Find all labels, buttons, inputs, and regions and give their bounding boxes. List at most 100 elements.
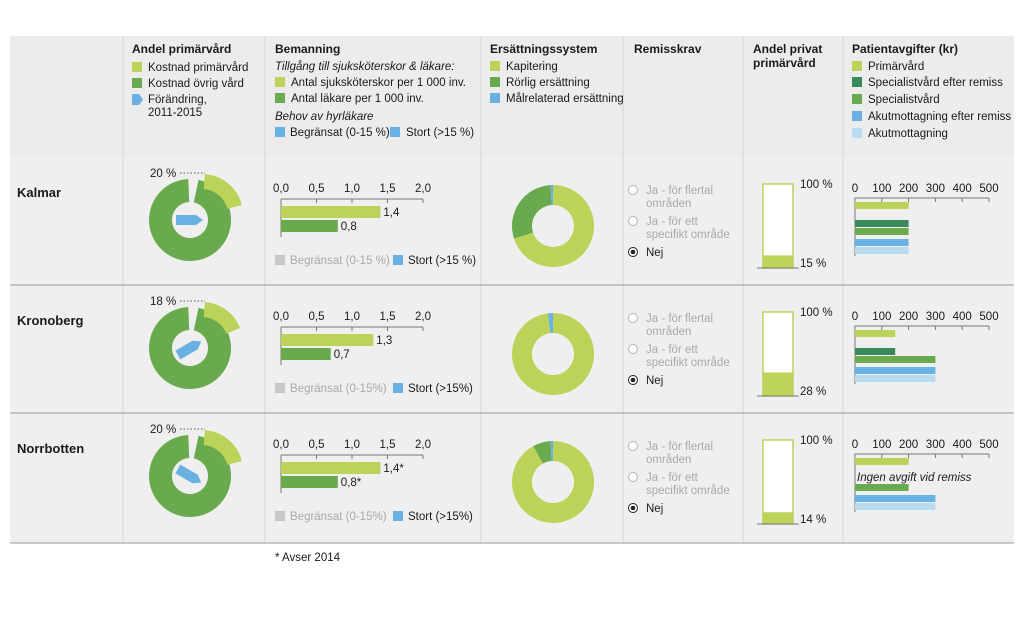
fee-bar-akut-remiss	[855, 495, 936, 502]
fee-tick-label: 300	[926, 439, 945, 451]
radio-label-ja-specifikt: specifikt område	[646, 357, 730, 369]
fee-bar-akut-remiss	[855, 239, 909, 246]
legend-swatch-hire-limited	[275, 127, 285, 137]
fee-tick-label: 100	[872, 183, 891, 195]
legend-swatch-kapitering	[490, 61, 500, 71]
reimb-kapitering-slice	[512, 441, 594, 523]
radio-label-ja-specifikt: Ja - för ett	[646, 216, 699, 228]
legend-nurses: Antal sjuksköterskor per 1 000 inv.	[291, 77, 466, 89]
bemanning-subtitle: Tillgång till sjuksköterskor & läkare:	[275, 61, 455, 73]
hire-large-label: Stort (>15 %)	[408, 255, 476, 267]
column-separators	[122, 36, 844, 543]
fee-bar-akut	[855, 503, 936, 510]
primary-share-label: 18 %	[150, 296, 176, 308]
legend-swatch-fee-primarvard	[852, 61, 862, 71]
change-arrow-icon	[175, 340, 202, 360]
staffing-tick-label: 0,0	[273, 183, 289, 195]
legend-swatch-hire-large	[390, 127, 400, 137]
private-share-fill	[763, 255, 793, 268]
fee-bar-primarvard	[855, 330, 896, 337]
fee-tick-label: 100	[872, 439, 891, 451]
fee-bar-primarvard	[855, 202, 909, 209]
legend-doctors: Antal läkare per 1 000 inv.	[291, 93, 424, 105]
primary-share-slice	[203, 302, 241, 334]
legend-hire-limited: Begränsat (0-15 %)	[290, 127, 390, 139]
reimb-kapitering-slice	[512, 313, 594, 396]
fee-bar-specialist-remiss	[855, 348, 896, 355]
fee-tick-label: 400	[953, 439, 972, 451]
staffing-tick-label: 1,5	[380, 183, 396, 195]
fee-bar-specialist	[855, 228, 909, 235]
radio-label-ja-flertal: Ja - för flertal	[646, 313, 713, 325]
legend-fee-specialist: Specialistvård	[868, 94, 940, 106]
row-background-norrbotten	[10, 413, 1014, 543]
legend-forandring-line2: 2011-2015	[148, 107, 202, 119]
private-share-top-label: 100 %	[800, 435, 833, 447]
legend-swatch-fee-specialist	[852, 94, 862, 104]
fee-tick-label: 500	[979, 183, 998, 195]
hire-large-swatch	[393, 511, 403, 521]
legend-swatch-fee-specialist-remiss	[852, 77, 862, 87]
bar-nurses-label: 1,3	[376, 335, 392, 347]
staffing-tick-label: 0,5	[309, 439, 325, 451]
change-arrow-icon	[175, 464, 202, 484]
radio-label-ja-flertal: områden	[646, 198, 691, 210]
private-share-top-label: 100 %	[800, 307, 833, 319]
radio-ja-specifikt	[628, 216, 638, 226]
radio-ja-flertal	[628, 441, 638, 451]
radio-ja-specifikt	[628, 472, 638, 482]
private-share-label: 14 %	[800, 514, 826, 526]
radio-label-ja-specifikt: specifikt område	[646, 229, 730, 241]
hire-large-label: Stort (>15%)	[408, 383, 473, 395]
legend-kostnad-ovrig: Kostnad övrig vård	[148, 78, 244, 90]
fee-tick-label: 400	[953, 311, 972, 323]
private-share-label: 15 %	[800, 258, 826, 270]
hire-large-swatch	[393, 383, 403, 393]
legend-malrelaterad: Målrelaterad ersättning	[506, 93, 624, 105]
fee-bar-specialist	[855, 356, 936, 363]
footnote: * Avser 2014	[275, 552, 341, 564]
fee-tick-label: 200	[899, 439, 918, 451]
region-rows: Kalmar 20 % 0,0 0,5 1,0 1,5 2,0 1,4 0,8 Begränsat…	[17, 168, 999, 526]
header-background	[10, 36, 1014, 157]
hire-need-title: Behov av hyrläkare	[275, 111, 373, 123]
region-name: Norrbotten	[17, 441, 84, 456]
radio-ja-specifikt	[628, 344, 638, 354]
radio-label-ja-specifikt: specifikt område	[646, 485, 730, 497]
fee-tick-label: 200	[899, 183, 918, 195]
fee-tick-label: 300	[926, 311, 945, 323]
primary-share-other-slice	[149, 435, 232, 517]
bar-doctors-label: 0,8	[341, 221, 357, 233]
radio-label-nej: Nej	[646, 375, 663, 387]
staffing-tick-label: 0,5	[309, 183, 325, 195]
staffing-tick-label: 1,0	[344, 183, 360, 195]
bar-nurses-label: 1,4	[383, 207, 400, 219]
bar-nurses	[281, 462, 381, 474]
hire-limited-swatch	[275, 255, 285, 265]
hire-large-swatch	[393, 255, 403, 265]
radio-selected-dot	[630, 249, 636, 255]
legend-swatch-kostnad-primarvard	[132, 62, 142, 72]
private-share-fill	[763, 372, 793, 396]
fee-tick-label: 0	[852, 439, 858, 451]
reimb-rorlig-slice	[533, 441, 552, 464]
radio-label-ja-specifikt: Ja - för ett	[646, 472, 699, 484]
reimb-rorlig-slice	[511, 185, 552, 239]
legend-fee-primarvard: Primärvård	[868, 61, 924, 73]
fee-tick-label: 500	[979, 439, 998, 451]
primary-share-other-slice	[148, 307, 231, 389]
primary-share-slice	[203, 430, 242, 465]
hire-large-label: Stort (>15%)	[408, 511, 473, 523]
legend-fee-specialist-remiss: Specialistvård efter remiss	[868, 77, 1003, 89]
staffing-tick-label: 0,0	[273, 439, 289, 451]
region-row-kronoberg: Kronoberg 18 % 0,0 0,5 1,0 1,5 2,0 1,3 0,7 Begrän…	[17, 296, 999, 398]
region-row-norrbotten: Norrbotten 20 % 0,0 0,5 1,0 1,5 2,0 1,4* 0,8* Beg…	[17, 424, 999, 526]
fee-bar-primarvard	[855, 458, 909, 465]
radio-ja-flertal	[628, 185, 638, 195]
fee-tick-label: 100	[872, 311, 891, 323]
fee-tick-label: 400	[953, 183, 972, 195]
primary-share-label: 20 %	[150, 168, 176, 180]
legend-fee-akut: Akutmottagning	[868, 128, 948, 140]
region-name: Kronoberg	[17, 313, 84, 328]
hire-limited-label: Begränsat (0-15%)	[290, 511, 387, 523]
